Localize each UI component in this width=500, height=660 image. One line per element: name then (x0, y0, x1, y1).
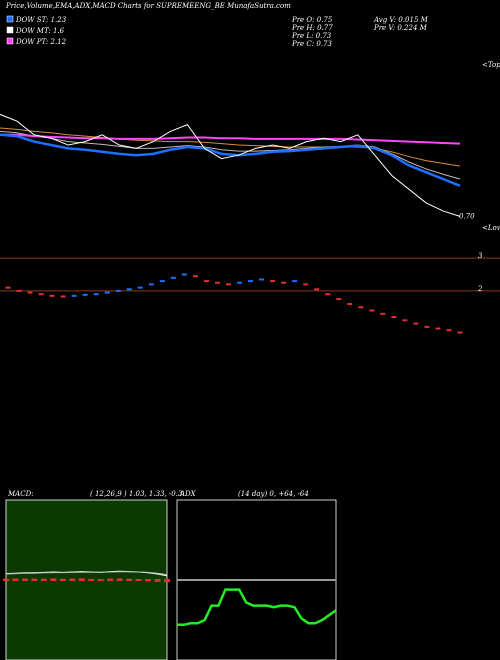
candle (391, 316, 397, 319)
candle (5, 286, 11, 289)
candle (446, 329, 452, 332)
y-tick-label: 3 (478, 252, 483, 260)
line (5, 571, 168, 576)
candle (237, 281, 243, 284)
histogram-bar (59, 578, 66, 581)
panel-title: ADX (179, 490, 197, 498)
histogram-bar (69, 578, 76, 581)
candle (347, 303, 353, 305)
candle (137, 286, 143, 289)
info: Pre O: 0.75 (291, 16, 333, 24)
line (0, 113, 461, 217)
histogram-bar (78, 578, 85, 581)
info: Pre C: 0.73 (291, 40, 332, 48)
chart-title: Price,Volume,EMA,ADX,MACD Charts for SUP… (5, 2, 291, 10)
candle (71, 294, 77, 297)
legend-label: DOW MT: 1.6 (15, 27, 65, 35)
histogram-bar (154, 579, 161, 582)
histogram-bar (40, 578, 47, 581)
panel (5, 499, 168, 660)
candle (369, 309, 375, 312)
candle (104, 291, 110, 294)
candle (148, 283, 154, 286)
candle (281, 281, 287, 284)
line (0, 133, 461, 145)
candle (292, 280, 298, 283)
line (0, 130, 461, 180)
candle (181, 273, 187, 276)
candle (435, 327, 441, 330)
candle (380, 312, 386, 315)
histogram-bar (88, 578, 95, 581)
legend-label: DOW PT: 2.12 (15, 38, 67, 46)
candle (424, 325, 430, 328)
candle (225, 283, 231, 286)
histogram-bar (12, 578, 19, 581)
legend-label: DOW ST: 1.23 (15, 16, 67, 24)
candle (214, 281, 220, 284)
candle (93, 293, 99, 296)
legend-swatch (6, 26, 14, 34)
histogram-bar (135, 579, 142, 581)
candle (115, 289, 121, 292)
candle (314, 288, 320, 291)
panel-subtitle: ( 12,26,9 ) 1.03, 1.33, -0.3 (90, 490, 183, 498)
histogram-bar (97, 579, 104, 582)
candle (16, 289, 22, 292)
candle (203, 280, 209, 283)
annotation: <Tops (482, 61, 500, 69)
candle (325, 293, 331, 296)
histogram-bar (21, 578, 28, 581)
histogram-bar (31, 578, 38, 581)
histogram-bar (107, 578, 114, 581)
candle (457, 331, 463, 334)
histogram-bar (145, 579, 152, 582)
candle (413, 322, 419, 325)
candle (402, 319, 408, 322)
histogram-bar (3, 578, 9, 581)
line (0, 127, 461, 167)
panel-subtitle: (14 day) 0, +64, -64 (238, 490, 309, 498)
line (177, 588, 337, 627)
candle (358, 306, 364, 309)
info: Pre L: 0.73 (291, 32, 332, 40)
info: Pre V: 0.224 M (373, 24, 428, 32)
legend-swatch (6, 15, 14, 23)
candle (27, 291, 33, 294)
legend-swatch (6, 37, 14, 45)
candle (192, 275, 198, 278)
histogram-bar (164, 579, 170, 583)
candle (270, 280, 276, 283)
line (0, 133, 461, 187)
histogram-bar (126, 578, 133, 581)
price-label: 0.70 (459, 212, 475, 220)
histogram-bar (50, 578, 57, 581)
candle (336, 298, 342, 301)
histogram-bar (116, 578, 123, 581)
candle (159, 280, 165, 283)
candle (49, 294, 55, 297)
candle (259, 278, 265, 281)
candle (60, 295, 66, 298)
info: Avg V: 0.015 M (373, 16, 429, 24)
candle (126, 288, 132, 291)
panel-title: MACD: (7, 490, 34, 498)
candle (170, 276, 176, 279)
info: Pre H: 0.77 (291, 24, 333, 32)
y-tick-label: 2 (477, 285, 483, 293)
candle (38, 293, 44, 296)
candle (82, 293, 88, 296)
candle (248, 280, 254, 283)
annotation: <Lows (482, 224, 500, 232)
candle (303, 283, 309, 286)
